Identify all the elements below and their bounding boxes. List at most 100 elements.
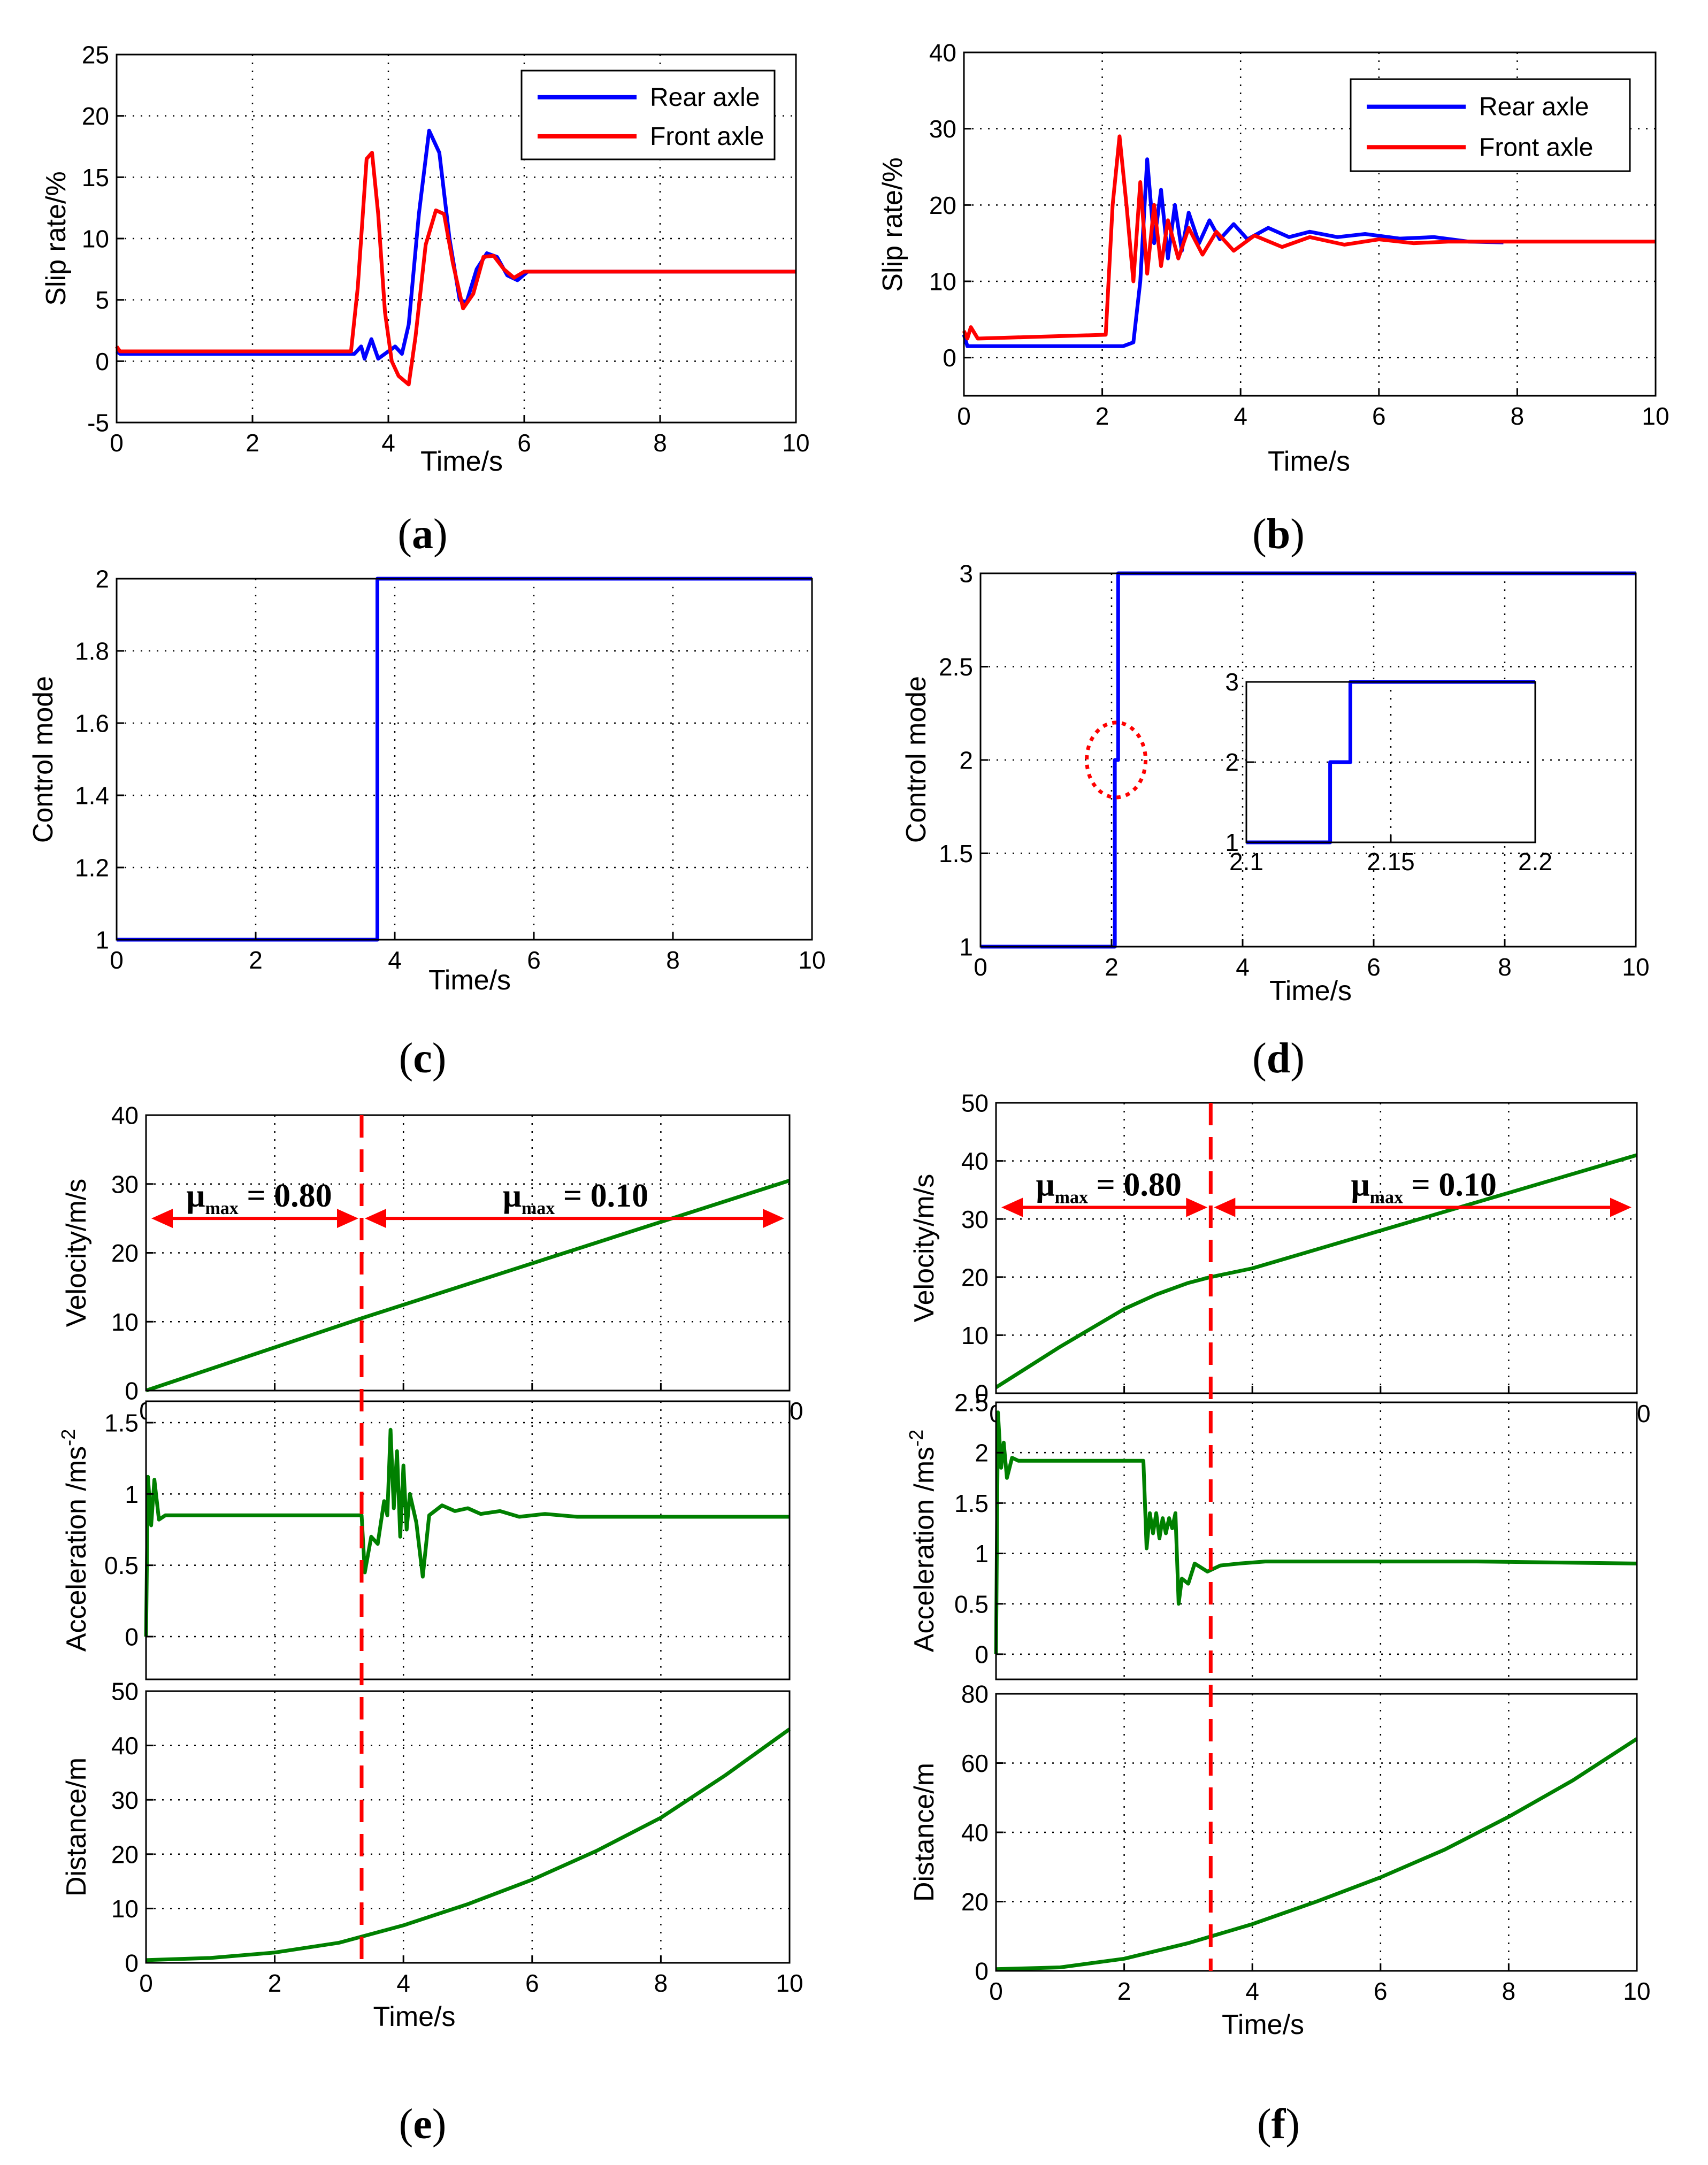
chart-b-xtick-label-2: 4 <box>1234 402 1247 430</box>
chart-e-acceleration-ytick-label-0: 0 <box>125 1623 139 1651</box>
chart-a-series-front-axle <box>115 151 796 387</box>
chart-f-velocity-mu-left-symbol: μ <box>1036 1166 1055 1203</box>
chart-a-ytick-label-2: 5 <box>95 286 109 314</box>
chart-b-series-front-axle <box>962 134 1656 341</box>
chart-e-distance-ytick-label-5: 50 <box>111 1678 139 1706</box>
caption-b: (b) <box>1252 511 1305 558</box>
chart-c-ytick-label-4: 1.8 <box>75 638 109 665</box>
chart-e-distance-xtick-label-0: 0 <box>139 1969 153 1997</box>
chart-c-ytick-label-1: 1.2 <box>75 854 109 882</box>
chart-a-ytick-label-4: 15 <box>82 164 109 191</box>
caption-a: (a) <box>397 511 447 558</box>
chart-d-ytick-label-2: 2 <box>959 747 973 774</box>
caption-d: (d) <box>1252 1035 1305 1082</box>
chart-d-inset-ytick-label-1: 2 <box>1225 748 1239 776</box>
chart-f-velocity-arrowhead-left-a <box>1001 1197 1023 1217</box>
chart-e-acceleration-ytick-label-1: 0.5 <box>104 1552 139 1579</box>
chart-b-ytick-label-4: 40 <box>929 39 956 67</box>
chart-c-xtick-label-5: 10 <box>798 946 825 974</box>
chart-b-series-rear-axle <box>962 157 1504 348</box>
chart-e-velocity-ytick-label-3: 30 <box>111 1170 139 1198</box>
chart-e-acceleration-series-0 <box>144 1427 790 1637</box>
chart-e-velocity-arrowhead-right-b <box>763 1209 784 1229</box>
chart-f-distance-xtick-label-3: 6 <box>1374 1977 1388 2005</box>
chart-a-ytick-label-3: 10 <box>82 225 109 253</box>
chart-f-acceleration-ytick-label-1: 0.5 <box>954 1590 989 1618</box>
chart-d-ytick-label-4: 3 <box>959 560 973 588</box>
chart-e-distance-xtick-label-2: 4 <box>396 1969 410 1997</box>
chart-f-velocity-ylabel: Velocity/m/s <box>909 1174 940 1322</box>
chart-e-distance-xtick-label-4: 8 <box>654 1969 668 1997</box>
chart-d-ytick-label-3: 2.5 <box>939 653 973 681</box>
chart-d-xlabel: Time/s <box>1269 976 1352 1007</box>
chart-a-ylabel: Slip rate/% <box>41 171 72 305</box>
chart-d-xtick-label-3: 6 <box>1367 953 1381 981</box>
chart-f-acceleration-ytick-label-5: 2.5 <box>954 1389 989 1417</box>
chart-f-acceleration-frame <box>995 1401 1638 1680</box>
chart-e-distance-ytick-label-4: 40 <box>111 1732 139 1760</box>
chart-e-acceleration-ylabel: Acceleration /ms-2 <box>57 1429 93 1652</box>
chart-f-velocity-ytick-label-2: 20 <box>961 1263 989 1291</box>
chart-a-ytick-label-1: 0 <box>95 348 109 375</box>
chart-f-distance-xlabel: Time/s <box>1222 2009 1304 2040</box>
chart-c-xtick-label-3: 6 <box>527 946 541 974</box>
chart-f-distance-xtick-label-5: 10 <box>1623 1977 1650 2005</box>
chart-e-distance-frame <box>145 1690 791 1964</box>
chart-a-xtick-label-1: 2 <box>246 429 259 457</box>
chart-f-velocity-ytick-label-0: 0 <box>975 1380 989 1408</box>
chart-e-velocity-ytick-label-2: 20 <box>111 1239 139 1267</box>
chart-e-velocity-mu-right: μmax = 0.10 <box>503 1178 648 1218</box>
chart-e-velocity-series-0 <box>145 1178 791 1393</box>
chart-b-ytick-label-3: 30 <box>929 115 956 143</box>
chart-e-acceleration-plot-area <box>146 1401 790 1679</box>
chart-f-acceleration-plot-area <box>996 1402 1637 1679</box>
chart-d-xtick-label-4: 8 <box>1498 953 1512 981</box>
chart-f-acceleration-ytick-label-0: 0 <box>975 1640 989 1668</box>
chart-a-xtick-label-5: 10 <box>782 429 809 457</box>
chart-f-velocity-ytick-label-1: 10 <box>961 1322 989 1349</box>
chart-f-distance-series-0 <box>995 1737 1638 1971</box>
chart-b-xtick-label-3: 6 <box>1372 402 1386 430</box>
chart-e-distance-plot-area <box>146 1691 790 1963</box>
chart-e-velocity-arrowhead-left-a <box>151 1209 173 1229</box>
chart-b-ytick-label-1: 10 <box>929 268 956 296</box>
chart-d-inset-ytick-label-0: 1 <box>1225 828 1239 856</box>
chart-b-xtick-label-0: 0 <box>957 402 971 430</box>
chart-f-velocity-arrowhead-left-b <box>1186 1197 1208 1217</box>
chart-a-ytick-label-5: 20 <box>82 102 109 130</box>
chart-f-distance-ylabel: Distance/m <box>909 1763 940 1902</box>
chart-f-acceleration-series-0 <box>994 1410 1637 1654</box>
chart-c-ytick-label-5: 2 <box>95 565 109 593</box>
chart-e-velocity-mu-right-symbol: μ <box>503 1178 522 1214</box>
chart-d-ytick-label-0: 1 <box>959 933 973 961</box>
chart-f-velocity-series-0 <box>995 1153 1637 1389</box>
chart-f-velocity-mu-right-subscript: max <box>1370 1187 1403 1207</box>
chart-f-velocity-ytick-label-3: 30 <box>961 1206 989 1233</box>
chart-f-distance-xtick-label-2: 4 <box>1245 1977 1259 2005</box>
chart-f-velocity-mu-right-value: = 0.10 <box>1403 1166 1497 1203</box>
chart-e-acceleration-ytick-label-3: 1.5 <box>104 1409 139 1437</box>
chart-e-distance-xtick-label-5: 10 <box>776 1969 803 1997</box>
chart-e-velocity-ytick-label-4: 40 <box>111 1102 139 1130</box>
chart-e-velocity-arrowhead-right-a <box>365 1209 387 1229</box>
chart-d-xtick-label-2: 4 <box>1236 953 1250 981</box>
chart-a-xtick-label-2: 4 <box>381 429 395 457</box>
chart-d-inset-xtick-label-0: 2.1 <box>1229 848 1263 876</box>
chart-a-series-rear-axle <box>115 128 796 361</box>
chart-b-xtick-label-4: 8 <box>1511 402 1525 430</box>
chart-e-acceleration-ytick-label-2: 1 <box>125 1480 139 1508</box>
chart-f-velocity-arrowhead-right-b <box>1610 1197 1632 1217</box>
chart-e-velocity-mu-left-symbol: μ <box>186 1178 205 1214</box>
chart-e-velocity-mu-left: μmax = 0.80 <box>186 1178 332 1218</box>
panel-b: 0 2 4 6 8 10 0 10 20 30 40 Rear axle Front axle Time/… <box>877 39 1669 477</box>
chart-c-ytick-label-2: 1.4 <box>75 782 109 810</box>
caption-c: (c) <box>399 1035 447 1082</box>
chart-c-xlabel: Time/s <box>428 965 511 996</box>
chart-b-legend-box <box>1350 78 1631 172</box>
chart-e-distance-xlabel: Time/s <box>373 2001 455 2032</box>
chart-f-velocity-arrowhead-right-a <box>1214 1197 1236 1217</box>
chart-f-acceleration-ytick-label-2: 1 <box>975 1540 989 1568</box>
chart-b-ytick-label-0: 0 <box>943 344 956 372</box>
